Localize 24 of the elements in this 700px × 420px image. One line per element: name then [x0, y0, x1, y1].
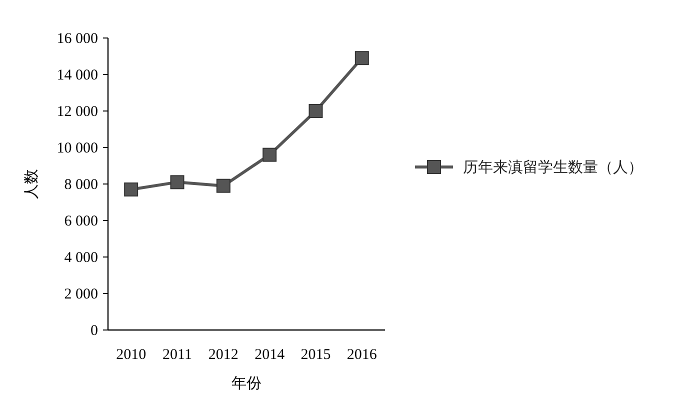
- x-tick-label: 2014: [254, 347, 286, 363]
- point: [354, 51, 369, 66]
- point: [124, 182, 138, 196]
- y-tick-label: 14 000: [56, 68, 98, 84]
- point: [216, 178, 230, 193]
- point: [308, 104, 323, 118]
- y-tick-label: 0: [90, 323, 98, 339]
- y-tick-label: 4 000: [64, 250, 98, 266]
- point: [170, 175, 184, 190]
- y-tick-label: 16 000: [56, 31, 98, 47]
- y-tick-label: 6 000: [64, 214, 98, 230]
- x-tick-label: 2016: [346, 347, 378, 363]
- y-tick-label: 8 000: [64, 177, 98, 193]
- x-tick-label: 2012: [208, 347, 238, 363]
- x-tick-label: 2011: [162, 347, 192, 363]
- legend-label: 历年来滇留学生数量（人）: [463, 159, 643, 176]
- x-tick-label: 2015: [300, 347, 331, 363]
- y-tick-label: 12 000: [56, 104, 98, 120]
- point: [262, 148, 277, 162]
- x-tick-label: 2010: [116, 347, 146, 363]
- x-axis-title: 年份: [232, 375, 262, 392]
- y-tick-label: 10 000: [56, 140, 98, 156]
- y-tick-label: 2 000: [64, 286, 98, 302]
- y-axis-title: 人数: [23, 169, 40, 199]
